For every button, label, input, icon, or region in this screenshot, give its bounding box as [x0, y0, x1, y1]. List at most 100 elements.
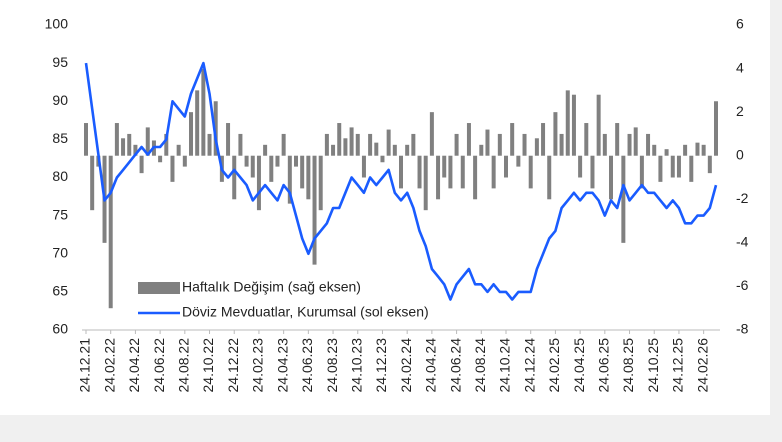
- x-tick-label: 24.12.25: [670, 338, 686, 393]
- bar: [84, 123, 88, 156]
- bar: [466, 123, 471, 156]
- bar: [417, 155, 422, 189]
- bar: [664, 149, 669, 156]
- bar: [164, 133, 169, 156]
- plot-background: [0, 0, 770, 415]
- bar: [213, 101, 218, 156]
- bar: [337, 123, 342, 156]
- bar: [90, 155, 95, 211]
- bar: [244, 155, 249, 167]
- bar: [256, 155, 261, 211]
- x-tick-label: 24.12.24: [521, 338, 537, 393]
- bar: [374, 142, 379, 156]
- bar: [578, 155, 583, 178]
- bar: [281, 133, 286, 156]
- y2-tick-label: 4: [736, 59, 744, 75]
- bar: [287, 155, 292, 204]
- x-tick-label: 24.06.22: [151, 338, 167, 393]
- bar: [670, 155, 675, 178]
- x-tick-label: 24.08.23: [324, 338, 340, 393]
- x-tick-label: 24.10.23: [348, 338, 364, 393]
- bar: [639, 155, 644, 189]
- y2-tick-label: -4: [736, 234, 749, 250]
- bar: [158, 155, 163, 163]
- bar: [114, 123, 119, 156]
- bar: [473, 155, 478, 200]
- y-tick-label: 95: [52, 54, 68, 70]
- bar: [349, 127, 354, 156]
- y-tick-label: 100: [45, 16, 69, 32]
- bar: [145, 127, 150, 156]
- y2-tick-label: 0: [736, 146, 744, 162]
- bar: [590, 155, 595, 189]
- bar: [689, 155, 694, 182]
- bar: [714, 101, 718, 156]
- bar: [442, 155, 447, 178]
- bar: [386, 129, 391, 156]
- bar: [695, 142, 700, 156]
- x-tick-label: 24.02.25: [546, 338, 562, 393]
- bar: [676, 155, 681, 178]
- bar: [238, 133, 243, 156]
- y2-tick-label: -2: [736, 190, 749, 206]
- x-tick-label: 24.08.24: [472, 338, 488, 393]
- bar: [300, 155, 305, 189]
- x-tick-label: 24.08.22: [176, 338, 192, 393]
- bar: [182, 155, 187, 167]
- bar: [627, 133, 632, 156]
- y-tick-label: 90: [52, 92, 68, 108]
- bar: [201, 68, 206, 156]
- bar: [615, 123, 620, 156]
- y-tick-label: 75: [52, 206, 68, 222]
- x-tick-label: 24.06.24: [447, 338, 463, 393]
- x-tick-label: 24.12.23: [373, 338, 389, 393]
- bar: [516, 155, 521, 167]
- bar: [596, 94, 601, 156]
- bar: [707, 155, 712, 174]
- y-tick-label: 85: [52, 130, 68, 146]
- bar: [448, 155, 453, 189]
- legend-label: Döviz Mevduatlar, Kurumsal (sol eksen): [182, 304, 429, 320]
- bar: [646, 133, 651, 156]
- x-tick-label: 24.12.21: [77, 338, 93, 393]
- bar: [195, 90, 200, 156]
- bar: [312, 155, 317, 265]
- bar: [541, 123, 546, 156]
- x-tick-label: 24.12.22: [225, 338, 241, 393]
- bar: [454, 133, 459, 156]
- bar: [571, 94, 576, 156]
- x-tick-label: 24.02.24: [398, 338, 414, 393]
- bar: [534, 138, 539, 156]
- bar: [602, 133, 607, 156]
- bar: [479, 144, 484, 156]
- x-tick-label: 24.10.25: [645, 338, 661, 393]
- bar: [652, 144, 657, 156]
- y2-tick-label: -6: [736, 277, 749, 293]
- x-tick-label: 24.02.26: [694, 338, 710, 393]
- bar: [343, 138, 348, 156]
- bar: [553, 112, 558, 156]
- bar: [621, 155, 626, 243]
- bar: [510, 123, 515, 156]
- y-tick-label: 80: [52, 168, 68, 184]
- bar: [361, 155, 366, 178]
- x-tick-label: 24.02.23: [250, 338, 266, 393]
- bar: [411, 133, 416, 156]
- bar: [108, 155, 113, 309]
- y2-tick-label: 2: [736, 103, 744, 119]
- x-tick-label: 24.08.25: [620, 338, 636, 393]
- x-tick-label: 24.04.22: [126, 338, 142, 393]
- x-tick-label: 24.04.25: [571, 338, 587, 393]
- bar: [584, 123, 589, 156]
- bar: [399, 155, 403, 189]
- bar: [139, 155, 144, 174]
- bar: [368, 133, 373, 156]
- bar: [232, 155, 237, 200]
- x-tick-label: 24.06.25: [596, 338, 612, 393]
- bar: [565, 90, 570, 156]
- bar: [207, 133, 212, 156]
- bar: [522, 133, 527, 156]
- x-tick-label: 24.10.22: [200, 338, 216, 393]
- bar: [497, 133, 502, 156]
